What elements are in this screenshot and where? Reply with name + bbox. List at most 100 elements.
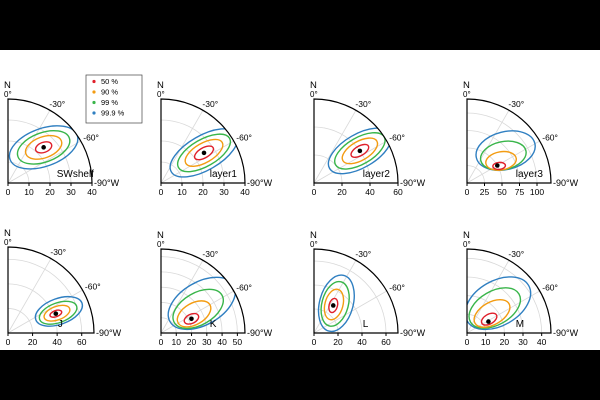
x-tick-label: 20 xyxy=(28,337,38,347)
legend-label: 99 % xyxy=(101,98,118,107)
quadrant-frame xyxy=(7,246,95,334)
contour-99-9-pct xyxy=(317,274,355,333)
polar-panel-8: 0 10 20 30 40 N0° -30° -60° -90°W M xyxy=(463,230,579,347)
contour-group xyxy=(34,295,84,327)
grid-spoke xyxy=(466,140,540,184)
grid-spoke xyxy=(160,110,204,184)
polar-panel-2: 0 10 20 30 40 N0° -30° -60° -90°W layer1 xyxy=(157,80,273,197)
azimuth-label-30: -30° xyxy=(202,249,218,259)
x-tick-label: 60 xyxy=(381,337,391,347)
center-point xyxy=(53,311,59,316)
grid-arc xyxy=(466,112,538,184)
contour-50-pct xyxy=(34,141,53,154)
polar-panel-5: 0 20 40 60 N0° -30° -60° -90°W J xyxy=(4,228,122,347)
north-zero-label: 0° xyxy=(310,90,318,99)
x-tick-label: 40 xyxy=(87,187,97,197)
north-label: N xyxy=(463,80,470,91)
legend: 50 % 90 %99 % 99.9 % xyxy=(85,74,143,124)
contour-90-pct xyxy=(485,150,517,171)
panel-label: SWshelf xyxy=(57,169,94,180)
legend-box xyxy=(85,74,143,124)
grid-arc xyxy=(313,284,363,334)
contour-99-pct xyxy=(176,133,232,173)
azimuth-label-30: -30° xyxy=(50,247,66,257)
x-tick-label: 20 xyxy=(500,337,510,347)
x-tick-label: 60 xyxy=(393,187,403,197)
x-tick-label: 20 xyxy=(187,337,197,347)
grid-arc xyxy=(7,308,33,334)
azimuth-label-90: -90°W xyxy=(553,178,579,188)
panel-label: J xyxy=(58,319,63,330)
grid-arc xyxy=(160,317,177,334)
x-tick-label: 40 xyxy=(240,187,250,197)
grid-arc xyxy=(466,147,503,184)
azimuth-label-60: -60° xyxy=(389,132,405,142)
polar-panel-6: 0 10 20 30 40 50 N0° -30° -60° -90°W K xyxy=(157,230,273,347)
azimuth-label-60: -60° xyxy=(542,282,558,292)
polar-panel-7: 0 20 40 60 N0° -30° -60° -90°W L xyxy=(310,230,426,347)
legend-marker xyxy=(92,100,96,105)
quadrant-frame xyxy=(466,248,552,334)
north-label: N xyxy=(463,230,470,241)
grid-arc xyxy=(313,260,387,334)
x-tick-label: 0 xyxy=(159,337,164,347)
quadrant-frame xyxy=(7,98,93,184)
x-tick-label: 40 xyxy=(537,337,547,347)
legend-label: 50 % xyxy=(101,77,118,86)
north-zero-label: 0° xyxy=(463,240,471,249)
azimuth-label-90: -90°W xyxy=(94,178,120,188)
x-tick-label: 0 xyxy=(465,187,470,197)
legend-label: 99.9 % xyxy=(101,109,125,118)
center-point xyxy=(330,303,336,308)
contour-90-pct xyxy=(176,300,212,328)
grid-arc xyxy=(160,256,238,334)
grid-arc xyxy=(313,154,343,184)
azimuth-label-90: -90°W xyxy=(400,178,426,188)
x-tick-label: 10 xyxy=(24,187,34,197)
grid-spoke xyxy=(7,258,52,334)
center-point xyxy=(189,316,194,322)
north-label: N xyxy=(310,80,317,91)
azimuth-label-30: -30° xyxy=(355,249,371,259)
north-zero-label: 0° xyxy=(4,90,12,99)
azimuth-label-30: -30° xyxy=(508,249,524,259)
x-tick-label: 40 xyxy=(52,337,62,347)
panel-label: layer3 xyxy=(516,169,544,180)
x-tick-label: 0 xyxy=(6,337,11,347)
x-tick-label: 50 xyxy=(497,187,507,197)
center-point xyxy=(41,145,46,150)
north-zero-label: 0° xyxy=(463,90,471,99)
x-tick-label: 40 xyxy=(365,187,375,197)
contour-99-pct xyxy=(320,280,350,327)
north-zero-label: 0° xyxy=(157,90,165,99)
contour-50-pct xyxy=(350,143,370,158)
grid-arc xyxy=(7,258,83,334)
polar-panel-4: 0 25 50 75 100 N0° -30° -60° -90°W layer3 xyxy=(463,80,579,197)
contour-99-9-pct xyxy=(167,276,236,331)
x-tick-label: 0 xyxy=(312,187,317,197)
contour-90-pct xyxy=(473,298,511,328)
azimuth-label-30: -30° xyxy=(49,99,65,109)
azimuth-label-60: -60° xyxy=(389,282,405,292)
north-label: N xyxy=(310,230,317,241)
x-tick-label: 0 xyxy=(465,337,470,347)
x-tick-label: 0 xyxy=(312,337,317,347)
contour-group xyxy=(167,276,236,331)
x-tick-label: 30 xyxy=(202,337,212,347)
azimuth-label-60: -60° xyxy=(85,281,101,291)
grid-arc xyxy=(466,165,485,184)
grid-arc xyxy=(160,119,225,184)
contour-99-pct xyxy=(468,287,522,329)
center-point xyxy=(357,148,363,154)
grid-spoke xyxy=(313,290,387,334)
grid-arc xyxy=(466,130,520,184)
north-zero-label: 0° xyxy=(4,238,12,247)
x-tick-label: 75 xyxy=(515,187,525,197)
contour-group xyxy=(475,130,536,172)
legend-marker xyxy=(92,79,96,84)
contour-group xyxy=(317,274,355,333)
contour-50-pct xyxy=(480,312,498,326)
x-tick-label: 50 xyxy=(233,337,243,347)
